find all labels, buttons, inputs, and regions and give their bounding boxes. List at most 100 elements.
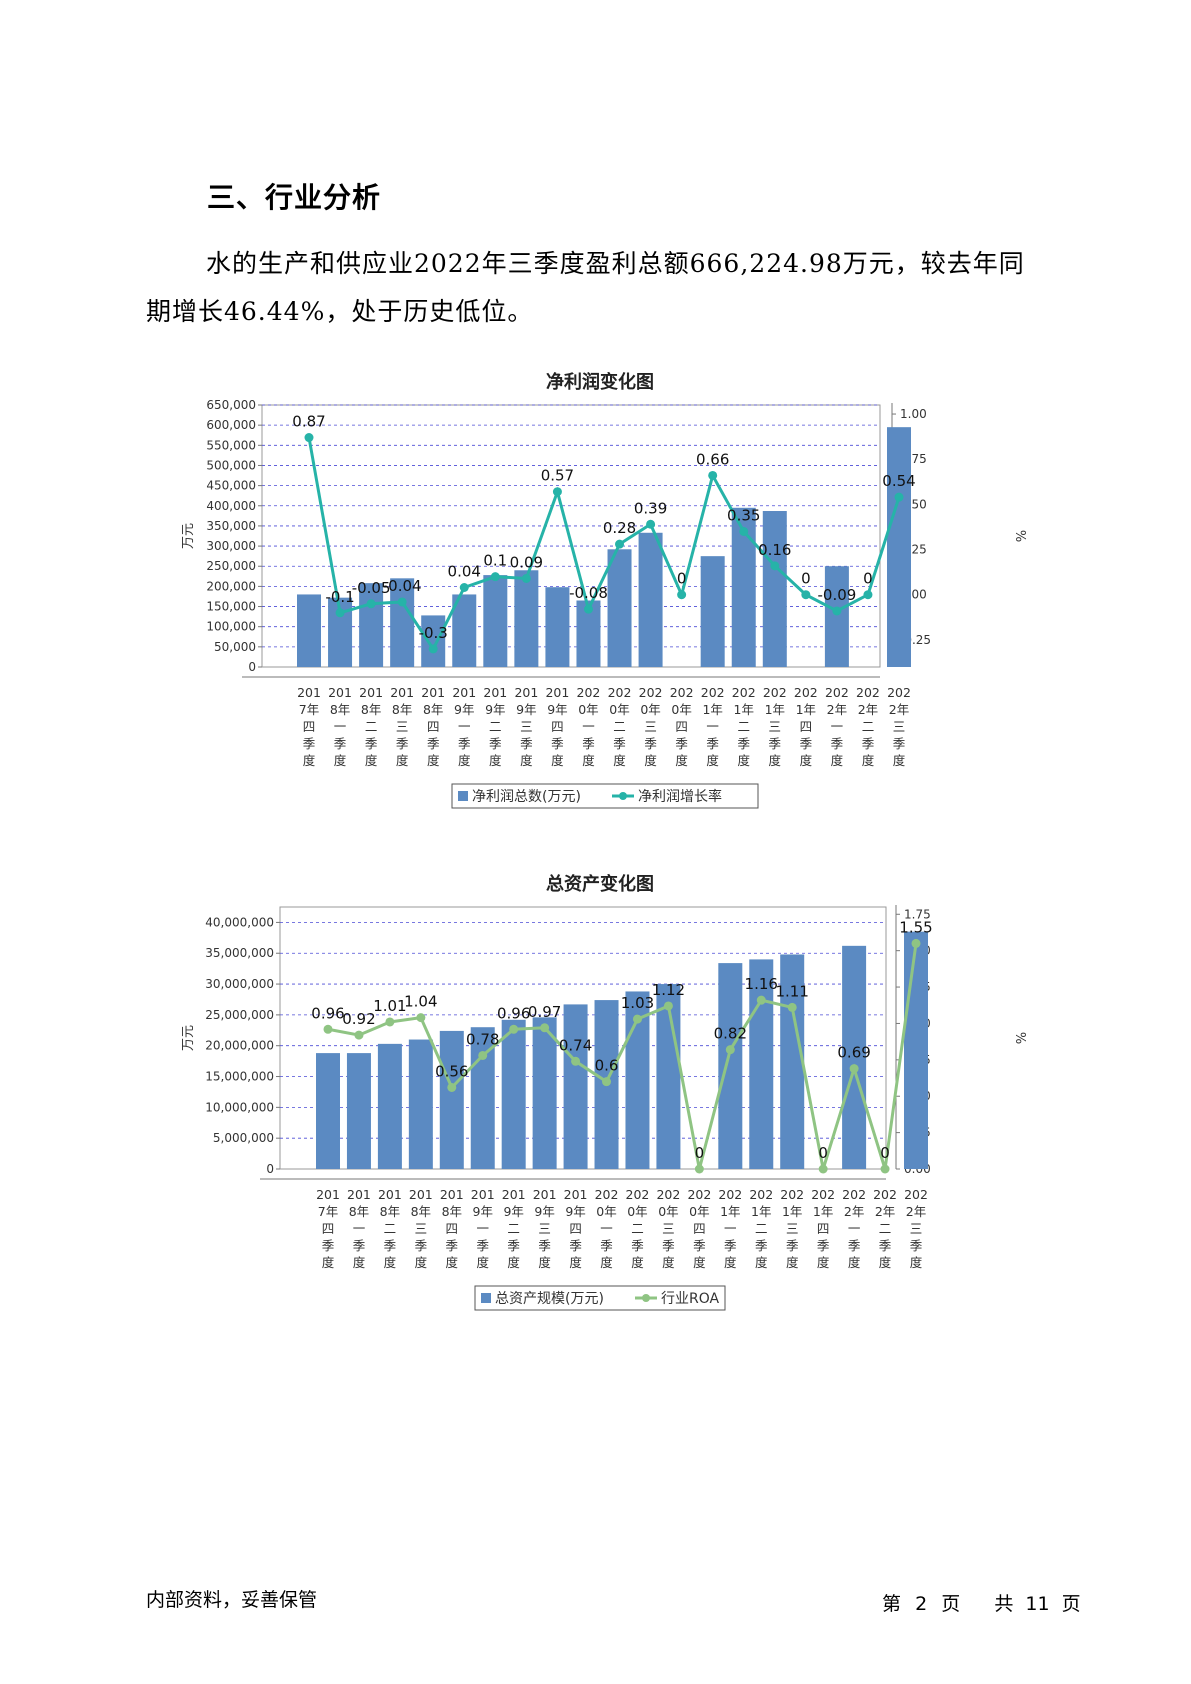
x-tick-label: 8年	[411, 1204, 431, 1219]
line-point	[385, 1017, 395, 1027]
line-point	[571, 1056, 581, 1066]
x-tick-label: 三	[396, 719, 409, 734]
x-tick-label: 季	[520, 736, 533, 751]
legend-line-marker	[619, 792, 627, 800]
x-tick-label: 一	[334, 719, 347, 734]
line-point	[615, 539, 625, 549]
bar	[700, 556, 725, 667]
bar	[316, 1053, 340, 1169]
x-tick-label: 8年	[423, 702, 443, 717]
data-label: 0	[695, 1144, 705, 1162]
x-tick-label: 202	[842, 1187, 866, 1202]
y-tick-label: 650,000	[206, 398, 256, 412]
legend: 总资产规模(万元) 行业ROA	[474, 1285, 726, 1311]
x-tick-label: 季	[303, 736, 316, 751]
x-tick-label: 度	[303, 753, 316, 768]
x-tick-label: 季	[365, 736, 378, 751]
total-assets-chart: 总资产变化图 0 5,000,000 10,000,000 15,000,000 20,0…	[181, 873, 1027, 1311]
x-tick-label: 度	[631, 1255, 644, 1270]
x-tick-label: 季	[910, 1238, 923, 1253]
x-tick-label: 季	[737, 736, 750, 751]
x-tick-label: 202	[904, 1187, 928, 1202]
x-tick-label: 度	[893, 753, 906, 768]
x-tick-label: 四	[322, 1221, 335, 1236]
x-tick-label: 202	[670, 685, 694, 700]
x-tick-label: 0年	[609, 702, 629, 717]
x-tick-label: 季	[831, 736, 844, 751]
line-point	[521, 573, 531, 583]
x-tick-label: 三	[520, 719, 533, 734]
data-label: 0	[677, 570, 687, 588]
y-tick-label: 500,000	[206, 458, 256, 472]
bar	[532, 1017, 557, 1169]
x-tick-label: 度	[662, 1255, 675, 1270]
bar	[297, 594, 321, 667]
x-tick-label: 202	[639, 685, 663, 700]
bar	[439, 1030, 464, 1169]
legend-bar-swatch	[481, 1293, 491, 1303]
x-tick-label: 三	[910, 1221, 923, 1236]
bar	[408, 1039, 433, 1169]
legend-bar-label: 总资产规模(万元)	[495, 1291, 604, 1307]
x-tick-label: 三	[662, 1221, 675, 1236]
x-tick-label: 一	[848, 1221, 861, 1236]
paragraph-line-2: 期增长46.44%，处于历史低位。	[146, 297, 534, 326]
x-tick-label: 一	[353, 1221, 366, 1236]
x-tick-label: 201	[378, 1187, 402, 1202]
data-label: 0.54	[882, 472, 915, 490]
x-tick-label: 1年	[702, 702, 722, 717]
line-point	[397, 597, 407, 607]
data-label: -0.1	[325, 588, 354, 606]
footer-confidential: 内部资料，妥善保管	[146, 1589, 318, 1611]
x-tick-label: 201	[514, 685, 538, 700]
x-tick-label: 度	[520, 753, 533, 768]
x-tick-label: 202	[749, 1187, 773, 1202]
analysis-paragraph: 水的生产和供应业2022年三季度盈利总额666,224.98万元，较去年同 期增…	[146, 240, 1046, 336]
y-tick-label: 15,000,000	[205, 1070, 274, 1084]
line-point	[428, 644, 438, 654]
x-tick-label: 季	[879, 1238, 892, 1253]
x-tick-label: 2年	[827, 702, 847, 717]
x-tick-label: 202	[656, 1187, 680, 1202]
x-tick-label: 季	[322, 1238, 335, 1253]
x-tick-label: 四	[446, 1221, 459, 1236]
data-label: 0.97	[528, 1003, 561, 1021]
x-tick-label: 四	[693, 1221, 706, 1236]
x-tick-label: 度	[476, 1255, 489, 1270]
bar	[904, 931, 928, 1169]
page-prefix: 第	[882, 1593, 902, 1615]
x-tick-label: 201	[409, 1187, 433, 1202]
x-tick-label: 二	[879, 1221, 892, 1236]
x-tick-label: 四	[569, 1221, 582, 1236]
x-tick-label: 度	[507, 1255, 520, 1270]
x-tick-label: 0年	[671, 702, 691, 717]
y-tick-label: 300,000	[206, 539, 256, 553]
x-tick-label: 0年	[689, 1204, 709, 1219]
data-label: 0.57	[541, 467, 574, 485]
data-label: 0.69	[837, 1044, 870, 1062]
x-tick-label: 度	[706, 753, 719, 768]
x-tick-label: 201	[452, 685, 476, 700]
x-tick-label: 季	[848, 1238, 861, 1253]
x-tick-label: 201	[440, 1187, 464, 1202]
x-tick-label: 季	[507, 1238, 520, 1253]
x-tick-label: 201	[328, 685, 352, 700]
x-tick-label: 三	[893, 719, 906, 734]
data-label: 0.56	[435, 1062, 468, 1080]
x-tick-label: 201	[421, 685, 445, 700]
line-point	[490, 572, 500, 582]
y2-axis-label: %	[1012, 1032, 1027, 1044]
x-tick-label: 度	[582, 753, 595, 768]
x-tick-label: 四	[427, 719, 440, 734]
line-point	[911, 938, 921, 948]
y2-tick-label: 1.00	[900, 407, 927, 421]
data-label: 1.16	[745, 975, 778, 993]
data-label: 0.78	[466, 1030, 499, 1048]
plot-frame	[261, 404, 881, 668]
total-unit: 页	[1061, 1593, 1081, 1615]
x-tick-label: 9年	[516, 702, 536, 717]
data-label: -0.09	[817, 586, 856, 604]
x-tick-label: 二	[862, 719, 875, 734]
data-label: 0.1	[483, 552, 507, 570]
line-point	[335, 608, 345, 618]
